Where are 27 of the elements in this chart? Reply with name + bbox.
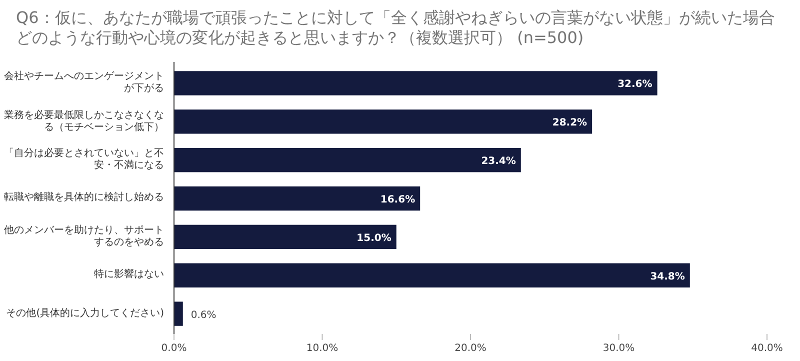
bar (174, 110, 592, 134)
y-tick-label: 業務を必要最低限しかこなさなくなる（モチベーション低下） (4, 108, 164, 135)
x-tick-label: 0.0% (161, 343, 187, 354)
bar (174, 263, 690, 288)
data-label: 32.6% (618, 79, 652, 90)
data-label: 34.8% (650, 271, 685, 282)
x-tick-label: 10.0% (306, 343, 338, 354)
y-tick-label: 会社やチームへのエンゲージメントが下がる (4, 70, 164, 96)
x-tick-label: 30.0% (602, 343, 635, 354)
y-tick-label: 他のメンバーを助けたり、サポートするのをやめる (4, 224, 164, 250)
x-tick-label: 40.0% (751, 343, 783, 354)
bar (174, 71, 658, 96)
bar (174, 302, 183, 326)
chart-title: Q6：仮に、あなたが職場で頑張ったことに対して「全く感謝やねぎらいの言葉がない状態」が続いた場合どのような行動や心境の変化が起きると思いますか？（複数選択可） (n=500) (16, 8, 776, 48)
bar (174, 186, 420, 211)
y-tick-label: 特に影響はない (93, 268, 164, 282)
y-tick-label: 転職や離職を具体的に検討し始める (4, 190, 164, 206)
data-label: 23.4% (481, 156, 516, 168)
data-label: 15.0% (356, 232, 392, 244)
data-label: 0.6% (190, 310, 216, 321)
y-tick-label: 「自分は必要とされていない」と不安・不満になる (4, 146, 164, 174)
data-label: 28.2% (552, 118, 588, 129)
data-label: 16.6% (380, 194, 416, 206)
bar (174, 224, 396, 250)
bar (174, 148, 521, 172)
x-tick-label: 20.0% (454, 343, 486, 354)
y-tick-label: その他(具体的に入力してください) (5, 306, 164, 321)
